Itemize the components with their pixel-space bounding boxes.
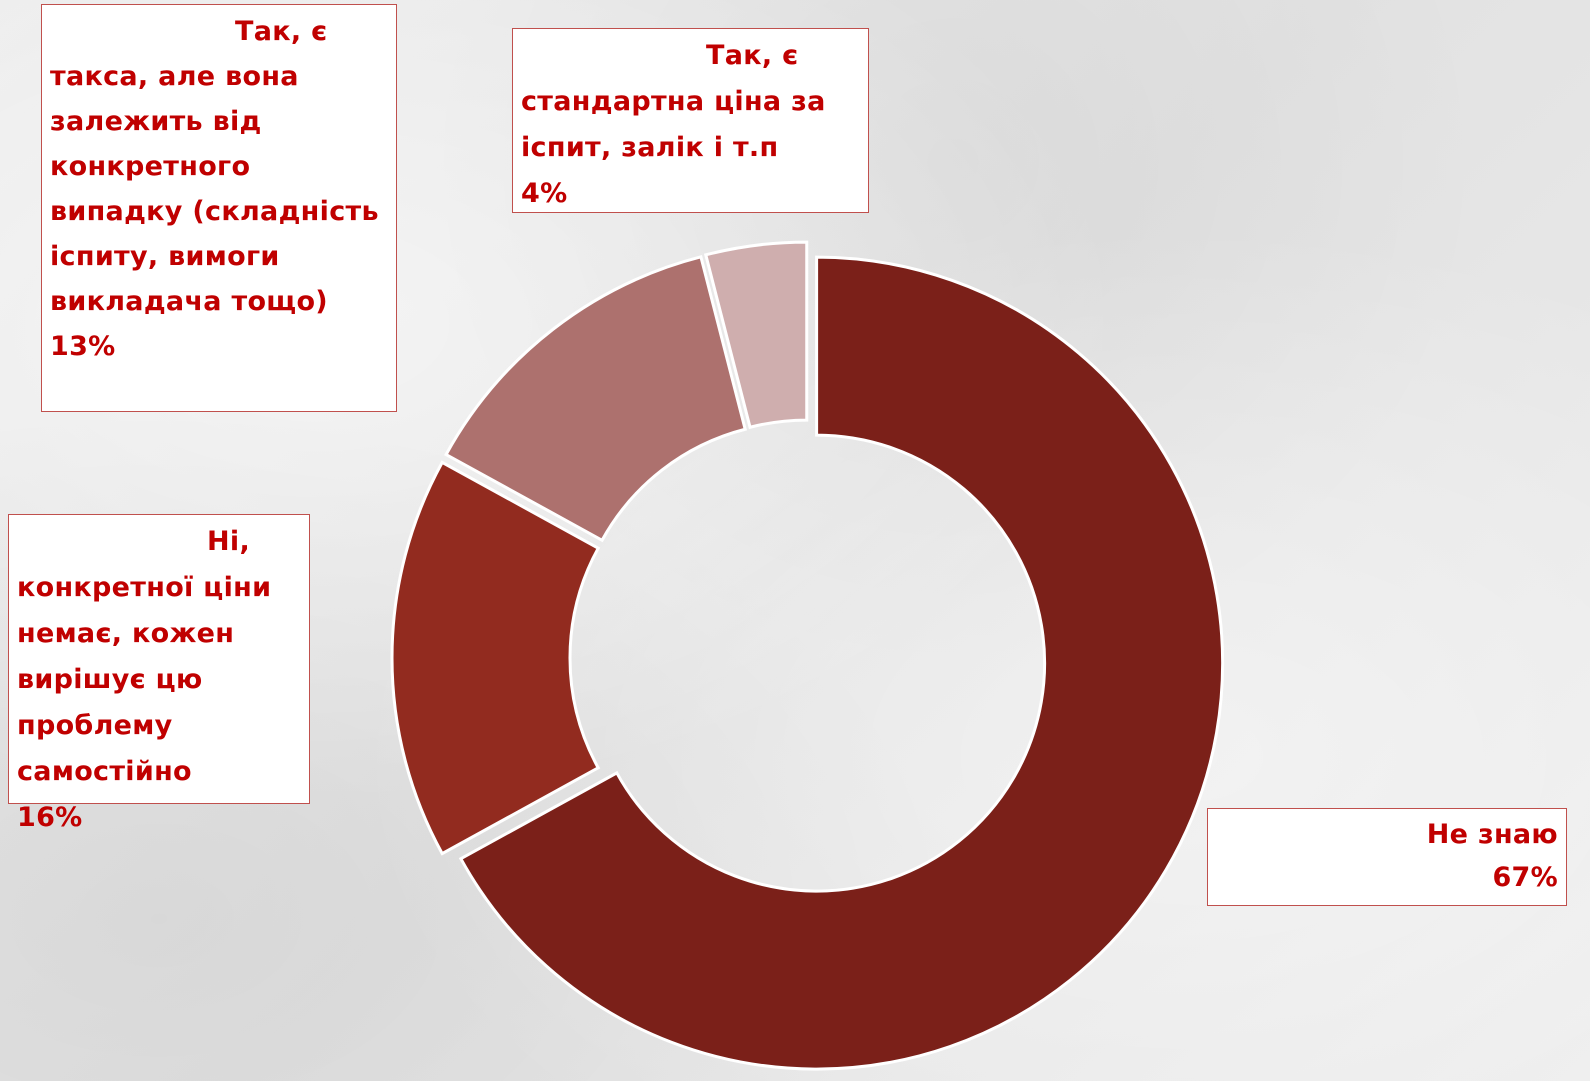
slice-ni-konkretnoi-tsiny [390,460,601,856]
slice-ne-znayu [458,255,1225,1071]
data-label-category: Так, є такса, але вона залежить від конк… [50,16,389,317]
data-label-percent: 4% [521,178,568,209]
data-label-category: Не знаю [1426,819,1558,850]
data-label-category: Так, є стандартна ціна за іспит, залік і… [521,40,836,163]
data-label-percent: 16% [17,802,83,833]
slice-tak-standartna-tsina [703,240,809,430]
data-label-percent: 67% [1492,862,1558,893]
data-label-ni-konkretnoi-tsiny: Ні, конкретної ціни немає, кожен вирішує… [8,514,310,833]
slice-tak-taksa [444,255,747,543]
data-label-ne-znayu: Не знаю 67% [1207,808,1567,906]
data-label-category: Ні, конкретної ціни немає, кожен вирішує… [17,526,282,787]
data-label-tak-taksa: Так, є такса, але вона залежить від конк… [41,4,397,412]
data-label-percent: 13% [50,331,116,362]
data-label-tak-standartna-tsina: Так, є стандартна ціна за іспит, залік і… [512,28,869,213]
